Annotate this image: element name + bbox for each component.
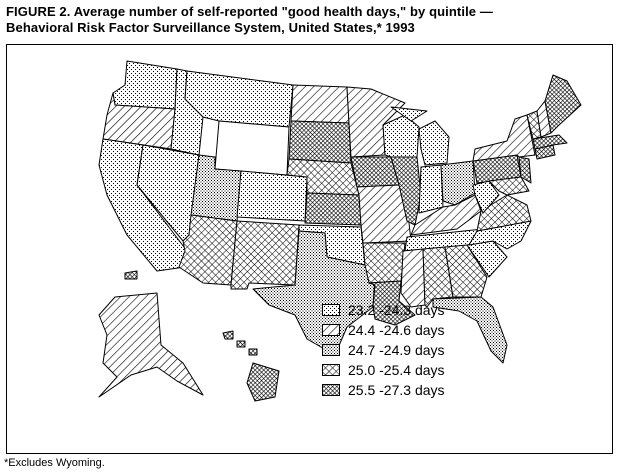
- legend-item: 25.0 -25.4 days: [322, 362, 522, 380]
- figure-title: FIGURE 2. Average number of self-reporte…: [6, 4, 616, 36]
- state-virginia: [476, 194, 532, 232]
- state-ohio: [440, 160, 476, 206]
- state-hawaii: [124, 270, 280, 402]
- legend-swatch-dense-cross: [322, 384, 340, 396]
- state-wyoming: [214, 120, 290, 176]
- state-new-york: [472, 114, 536, 162]
- state-wisconsin: [382, 114, 420, 158]
- state-washington: [112, 60, 178, 110]
- legend-label: 24.4 -24.6 days: [348, 322, 445, 338]
- legend-item: 24.4 -24.6 days: [322, 322, 522, 340]
- legend-label: 25.0 -25.4 days: [348, 362, 445, 378]
- state-mississippi: [400, 248, 426, 308]
- state-louisiana: [368, 280, 416, 326]
- state-new-mexico: [230, 220, 300, 290]
- state-south-dakota: [288, 120, 352, 164]
- legend-swatch-diagonal-hatch: [322, 324, 340, 336]
- state-kansas: [304, 192, 362, 226]
- legend-swatch-medium-dots: [322, 344, 340, 356]
- state-alaska: [98, 292, 204, 398]
- us-map: [98, 60, 582, 402]
- legend-item: 25.5 -27.3 days: [322, 382, 522, 400]
- state-indiana: [418, 164, 444, 214]
- states: [98, 60, 582, 402]
- state-georgia: [444, 244, 488, 298]
- legend-item: 24.7 -24.9 days: [322, 342, 522, 360]
- state-texas: [252, 230, 376, 356]
- state-new-jersey: [518, 156, 532, 184]
- footnote: *Excludes Wyoming.: [4, 457, 105, 469]
- state-maryland: [488, 176, 530, 196]
- state-north-dakota: [290, 84, 350, 124]
- map-frame: [6, 44, 613, 454]
- legend-label: 25.5 -27.3 days: [348, 382, 445, 398]
- state-maine: [544, 74, 582, 134]
- legend-label: 24.7 -24.9 days: [348, 342, 445, 358]
- state-colorado: [236, 170, 308, 222]
- legend-label: 23.2 -24.3 days: [348, 302, 445, 318]
- state-florida: [432, 296, 508, 364]
- legend-swatch-cross-hatch: [322, 364, 340, 376]
- figure-title-line-2: Behavioral Risk Factor Surveillance Syst…: [6, 20, 415, 35]
- state-arkansas: [362, 242, 406, 284]
- legend-item: 23.2 -24.3 days: [322, 302, 522, 320]
- state-michigan: [390, 106, 450, 166]
- state-massachusetts: [532, 134, 568, 150]
- figure-title-line-1: FIGURE 2. Average number of self-reporte…: [6, 4, 493, 19]
- state-kentucky: [410, 194, 482, 236]
- legend-swatch-light-dots: [322, 304, 340, 316]
